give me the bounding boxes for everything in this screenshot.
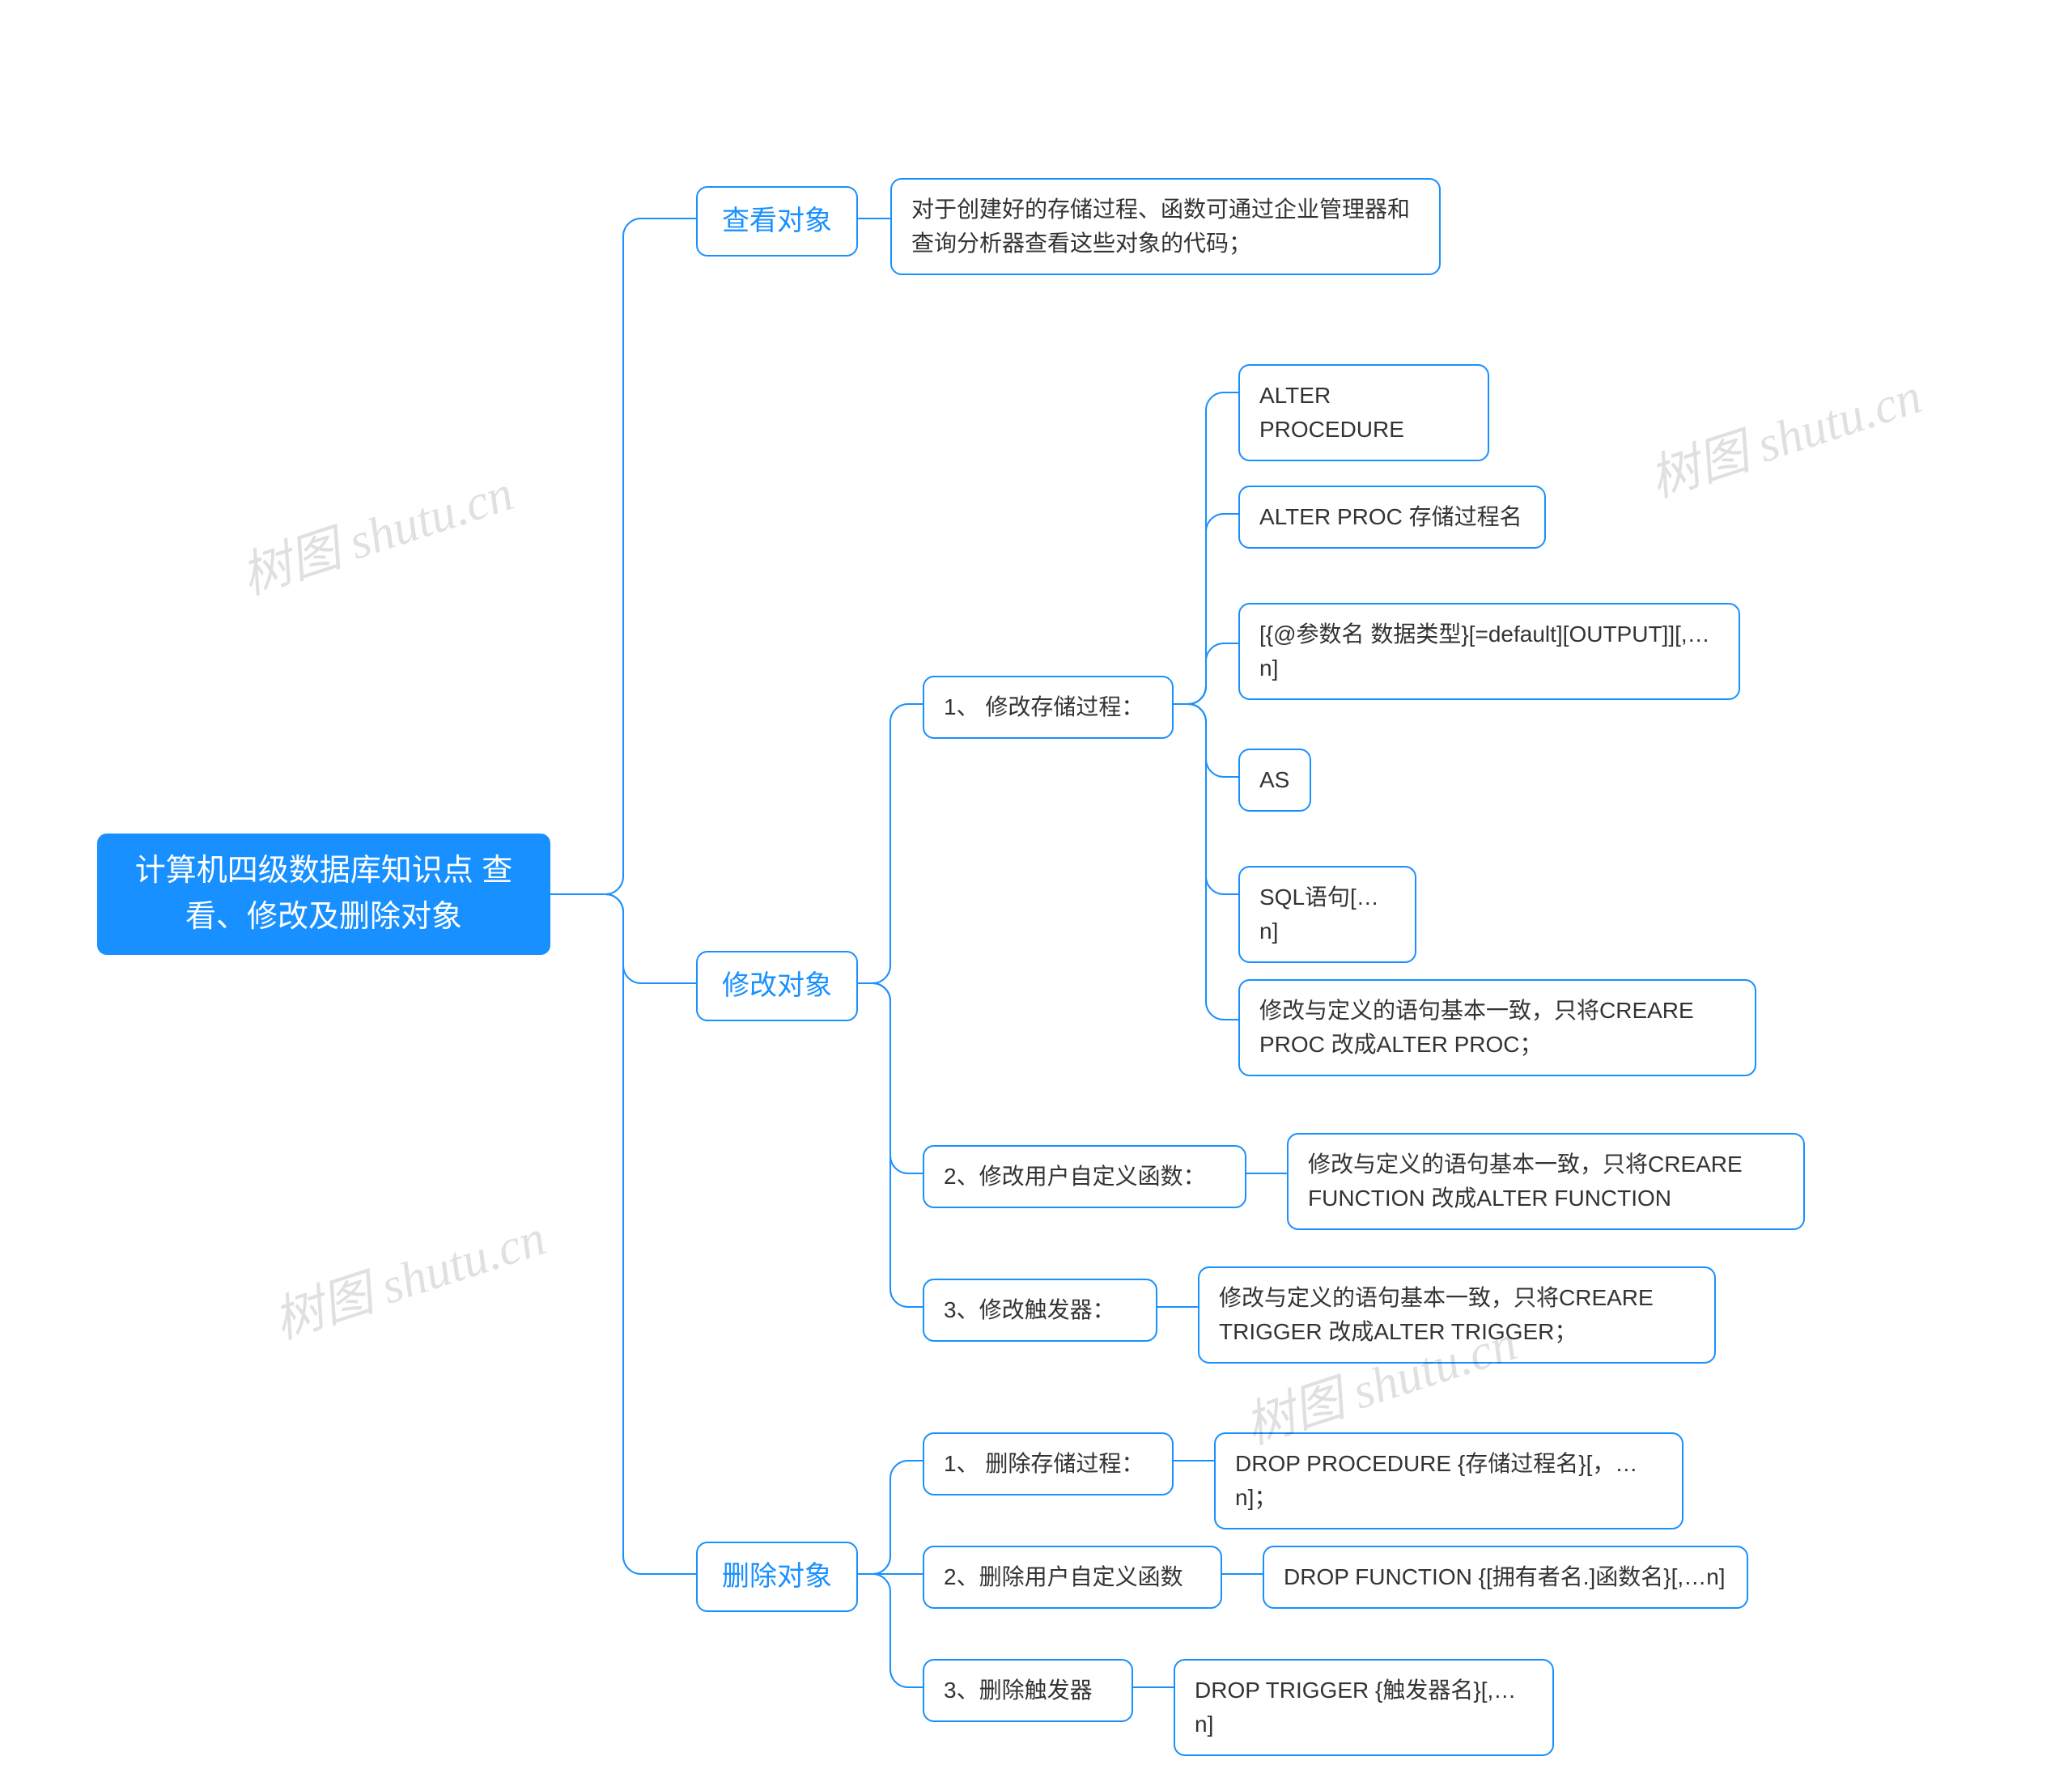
leaf-delete-trigger: 3、删除触发器 — [923, 1659, 1133, 1722]
leaf-modify-proc-4: AS — [1238, 749, 1311, 812]
leaf-modify-trigger-1: 修改与定义的语句基本一致，只将CREARE TRIGGER 改成ALTER TR… — [1198, 1266, 1716, 1364]
leaf-modify-trigger: 3、修改触发器： — [923, 1279, 1157, 1342]
branch-view: 查看对象 — [696, 186, 858, 257]
leaf-modify-proc-5: SQL语句[…n] — [1238, 866, 1416, 963]
leaf-delete-func: 2、删除用户自定义函数 — [923, 1546, 1222, 1609]
watermark-2: 树图 shutu.cn — [1639, 354, 1930, 511]
leaf-modify-proc-3: [{@参数名 数据类型}[=default][OUTPUT]][,…n] — [1238, 603, 1740, 700]
branch-modify: 修改对象 — [696, 951, 858, 1021]
branch-delete: 删除对象 — [696, 1542, 858, 1612]
leaf-modify-proc: 1、 修改存储过程： — [923, 676, 1174, 739]
watermark-3: 树图 shutu.cn — [263, 1196, 554, 1352]
leaf-delete-func-1: DROP FUNCTION {[拥有者名.]函数名}[,…n] — [1263, 1546, 1748, 1609]
leaf-modify-proc-1: ALTER PROCEDURE — [1238, 364, 1489, 461]
leaf-modify-func-1: 修改与定义的语句基本一致，只将CREARE FUNCTION 改成ALTER F… — [1287, 1133, 1805, 1230]
leaf-modify-proc-2: ALTER PROC 存储过程名 — [1238, 486, 1546, 549]
leaf-delete-proc: 1、 删除存储过程： — [923, 1432, 1174, 1495]
leaf-view-desc: 对于创建好的存储过程、函数可通过企业管理器和查询分析器查看这些对象的代码； — [890, 178, 1441, 275]
leaf-delete-trigger-1: DROP TRIGGER {触发器名}[,…n] — [1174, 1659, 1554, 1756]
root-node: 计算机四级数据库知识点 查看、修改及删除对象 — [97, 834, 550, 955]
leaf-modify-func: 2、修改用户自定义函数： — [923, 1145, 1246, 1208]
leaf-delete-proc-1: DROP PROCEDURE {存储过程名}[，…n]； — [1214, 1432, 1684, 1529]
leaf-modify-proc-6: 修改与定义的语句基本一致，只将CREARE PROC 改成ALTER PROC； — [1238, 979, 1756, 1076]
watermark-1: 树图 shutu.cn — [231, 452, 521, 608]
